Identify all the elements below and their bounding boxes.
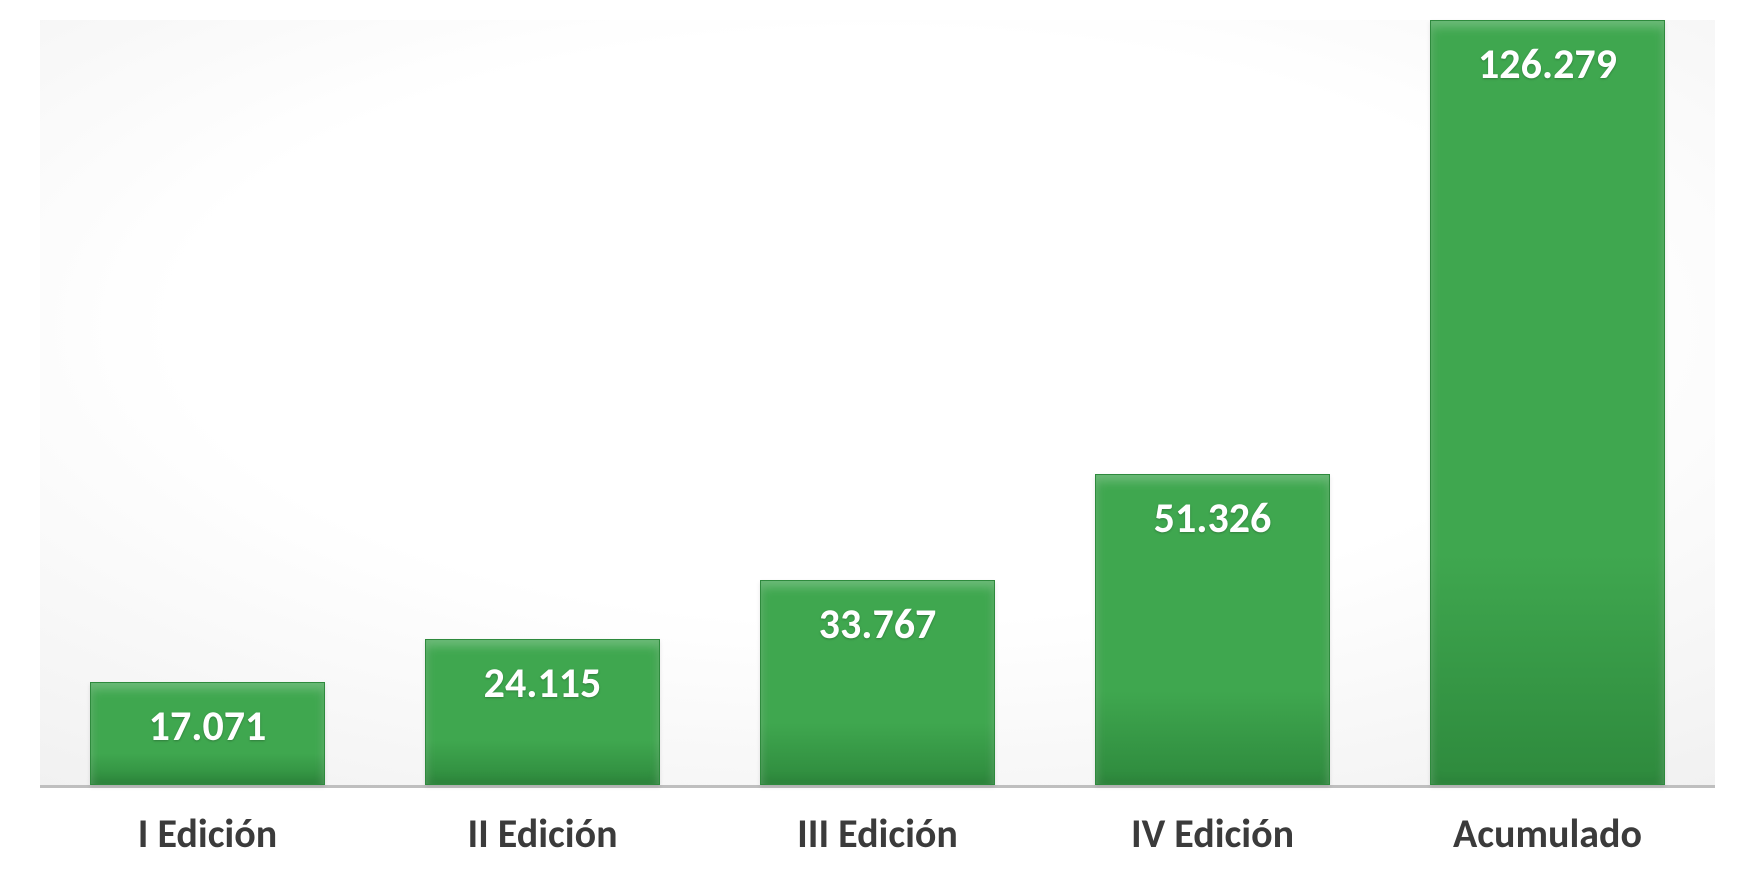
bar-slot: 51.326 xyxy=(1045,20,1380,785)
x-label: III Edición xyxy=(710,795,1045,858)
bar-ii-edicion: 24.115 xyxy=(425,639,660,785)
x-label: II Edición xyxy=(375,795,710,858)
bar-value-label: 17.071 xyxy=(149,701,267,752)
x-label: Acumulado xyxy=(1380,795,1715,858)
bar-value-label: 33.767 xyxy=(819,599,937,650)
bar-value-label: 51.326 xyxy=(1154,493,1272,544)
bars-container: 17.071 24.115 33.767 51.326 126. xyxy=(40,20,1715,785)
bar-slot: 17.071 xyxy=(40,20,375,785)
bar-i-edicion: 17.071 xyxy=(90,682,325,785)
bar-value-label: 24.115 xyxy=(484,658,602,709)
bar-value-label: 126.279 xyxy=(1478,39,1617,90)
x-label: IV Edición xyxy=(1045,795,1380,858)
bar-slot: 33.767 xyxy=(710,20,1045,785)
plot-area: 17.071 24.115 33.767 51.326 126. xyxy=(40,20,1715,788)
bar-iv-edicion: 51.326 xyxy=(1095,474,1330,785)
bar-acumulado: 126.279 xyxy=(1430,20,1665,785)
ediciones-bar-chart: 17.071 24.115 33.767 51.326 126. xyxy=(0,0,1755,885)
x-axis-labels: I Edición II Edición III Edición IV Edic… xyxy=(40,795,1715,885)
x-label: I Edición xyxy=(40,795,375,858)
bar-slot: 126.279 xyxy=(1380,20,1715,785)
bar-iii-edicion: 33.767 xyxy=(760,580,995,785)
bar-slot: 24.115 xyxy=(375,20,710,785)
